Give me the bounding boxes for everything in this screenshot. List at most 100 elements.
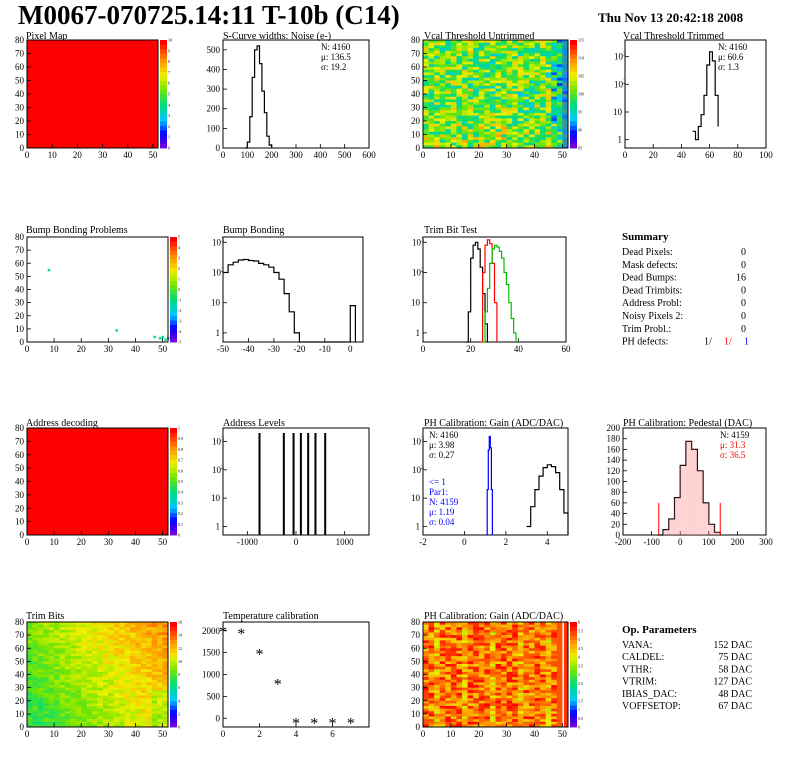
ph-gain-map-palette-cell-11 xyxy=(570,674,577,680)
s-curve-widths-xtick-label-1: 100 xyxy=(241,150,255,160)
summary-label-0: Dead Pixels: xyxy=(622,247,673,258)
ph-pedestal-fill-bar-3 xyxy=(674,497,681,535)
trim-bits-palette-cell-9 xyxy=(170,683,177,689)
ph-gain-map-palette-cell-21 xyxy=(570,630,577,636)
bump-bonding-problems-palette-cell-18 xyxy=(170,258,177,264)
address-decoding-palette-cell-15 xyxy=(170,463,177,469)
address-decoding-palette-cell-4 xyxy=(170,512,177,518)
address-decoding-palette-tick-1: 0.1 xyxy=(178,522,183,527)
trim-bit-test-ytick-exp-3: 3 xyxy=(421,237,424,243)
temperature-calibration-point-5: * xyxy=(310,716,318,733)
trim-bits-palette-cell-18 xyxy=(170,643,177,649)
trim-bit-test-ytick-label-3: 10 xyxy=(412,237,422,247)
summary-label-1: Mask defects: xyxy=(622,260,678,271)
summary-ph-value-0: 1/ xyxy=(704,337,712,348)
address-decoding-palette-cell-20 xyxy=(170,441,177,447)
address-decoding-palette-cell-13 xyxy=(170,472,177,478)
bump-bonding-xtick-label-0: -50 xyxy=(217,344,229,354)
trim-bit-test-series-2 xyxy=(482,244,517,343)
vcal-untrimmed-ytick-label-8: 80 xyxy=(411,35,421,45)
bump-bonding-problems-palette-tick-9: 4 xyxy=(178,245,180,250)
temperature-calibration-title: Temperature calibration xyxy=(223,611,319,622)
address-decoding-xtick-label-2: 20 xyxy=(77,537,87,547)
ph-pedestal-ytick-label-7: 140 xyxy=(607,455,621,465)
address-decoding-palette-cell-1 xyxy=(170,526,177,531)
s-curve-widths-ytick-label-0: 0 xyxy=(216,143,221,153)
op-param-value-5: 67 DAC xyxy=(718,701,752,712)
op-param-label-2: VTHR: xyxy=(622,664,652,675)
ph-pedestal-xtick-label-2: 0 xyxy=(678,537,683,547)
ph-gain-map-palette-tick-2: 1 xyxy=(578,707,580,712)
vcal-trimmed-title: Vcal Threshold Trimmed xyxy=(623,31,724,42)
trim-bits-cells xyxy=(27,622,169,728)
ph-gain-stat2-2: N: 4159 xyxy=(429,497,459,507)
ph-pedestal-ytick-label-0: 0 xyxy=(616,530,621,540)
trim-bit-test-series-1 xyxy=(480,239,498,343)
address-decoding-palette-tick-8: 0.8 xyxy=(178,447,183,452)
bump-bonding-problems-palette-cell-6 xyxy=(170,311,177,317)
ph-gain-map-palette-cell-19 xyxy=(570,639,577,645)
vcal-untrimmed-palette-cell-19 xyxy=(570,58,577,63)
ph-gain-map-palette-cell-9 xyxy=(570,683,577,689)
bump-bonding-problems-ytick-label-7: 70 xyxy=(15,245,25,255)
address-decoding-palette-cell-3 xyxy=(170,517,177,523)
bump-bonding-problems-xtick-label-3: 30 xyxy=(104,344,114,354)
ph-gain-map-cells xyxy=(423,622,569,728)
vcal-untrimmed-ytick-label-3: 30 xyxy=(411,103,421,113)
bump-bonding-problems-palette-cell-1 xyxy=(170,333,177,339)
vcal-untrimmed-palette-cell-3 xyxy=(570,130,577,135)
bump-bonding-problems-palette-cell-16 xyxy=(170,267,177,273)
ph-gain-map-ytick-label-5: 50 xyxy=(411,656,421,666)
ph-pedestal-fill-bar-6 xyxy=(691,449,698,535)
ph-gain-map-xtick-label-0: 0 xyxy=(421,729,426,739)
trim-bits-palette-cell-1 xyxy=(170,718,177,724)
vcal-untrimmed-xtick-label-1: 10 xyxy=(446,150,456,160)
page-title: M0067-070725.14:11 T-10b (C14) xyxy=(18,0,400,30)
vcal-trimmed-xtick-label-0: 0 xyxy=(623,150,628,160)
bump-bonding-problems-palette-cell-4 xyxy=(170,320,177,325)
ph-gain-map-palette-tick-6: 3 xyxy=(578,672,580,677)
vcal-trimmed-xtick-label-3: 60 xyxy=(705,150,715,160)
ph-gain-map-palette-cell-22 xyxy=(570,626,577,632)
address-levels-ytick-label-3: 10 xyxy=(212,437,222,447)
ph-gain-map-edge xyxy=(563,622,568,727)
vcal-untrimmed-xtick-label-4: 40 xyxy=(530,150,540,160)
trim-bits-palette-cell-4 xyxy=(170,705,177,710)
address-decoding-palette-cell-6 xyxy=(170,503,177,509)
ph-gain-ytick-exp-3: 3 xyxy=(421,437,424,443)
ph-gain-ytick-label-2: 10 xyxy=(412,465,422,475)
address-decoding-ytick-label-8: 80 xyxy=(15,423,25,433)
pixel-map-palette-cell-19 xyxy=(160,58,167,63)
pixel-map-palette-cell-0 xyxy=(160,143,167,149)
pixel-map-palette-cell-16 xyxy=(160,71,167,77)
bump-bonding-problems-palette-cell-2 xyxy=(170,328,177,334)
address-decoding-palette-tick-4: 0.4 xyxy=(178,490,183,495)
ph-gain-stat-0: N: 4160 xyxy=(429,430,459,440)
trim-bits-xtick-label-3: 30 xyxy=(104,729,114,739)
pixel-map-xtick-label-1: 10 xyxy=(48,150,58,160)
vcal-trimmed-xtick-label-2: 40 xyxy=(677,150,687,160)
ph-pedestal-xtick-label-0: -200 xyxy=(615,537,632,547)
trim-bit-test-xtick-label-2: 40 xyxy=(514,344,524,354)
trim-bits-ytick-label-2: 20 xyxy=(15,696,25,706)
bump-bonding-problems-point-0 xyxy=(47,268,51,272)
pixel-map-palette-cell-14 xyxy=(160,80,167,86)
ph-gain-ytick-label-0: 1 xyxy=(416,521,421,531)
trim-bits-palette-cell-10 xyxy=(170,678,177,684)
op-param-label-1: CALDEL: xyxy=(622,652,664,663)
trim-bits-palette-cell-16 xyxy=(170,652,177,658)
address-decoding-palette-tick-2: 0.2 xyxy=(178,511,183,516)
ph-gain-xtick-label-3: 4 xyxy=(545,537,550,547)
ph-gain-title: PH Calibration: Gain (ADC/DAC) xyxy=(424,418,563,429)
bump-bonding-problems-palette-cell-19 xyxy=(170,254,177,260)
pixel-map-palette-cell-12 xyxy=(160,89,167,95)
pixel-map-ytick-label-1: 10 xyxy=(15,130,25,140)
ph-gain-map-palette-cell-14 xyxy=(570,661,577,667)
bump-bonding-problems-palette-cell-14 xyxy=(170,276,177,282)
vcal-trimmed-series-0 xyxy=(692,51,719,141)
temperature-calibration-ytick-label-4: 2000 xyxy=(202,626,221,636)
summary-title: Summary xyxy=(622,231,669,243)
bump-bonding-problems-palette-tick-3: -2 xyxy=(178,308,181,313)
ph-gain-map-ytick-label-0: 0 xyxy=(416,722,421,732)
bump-bonding-ytick-exp-3: 3 xyxy=(221,237,224,243)
